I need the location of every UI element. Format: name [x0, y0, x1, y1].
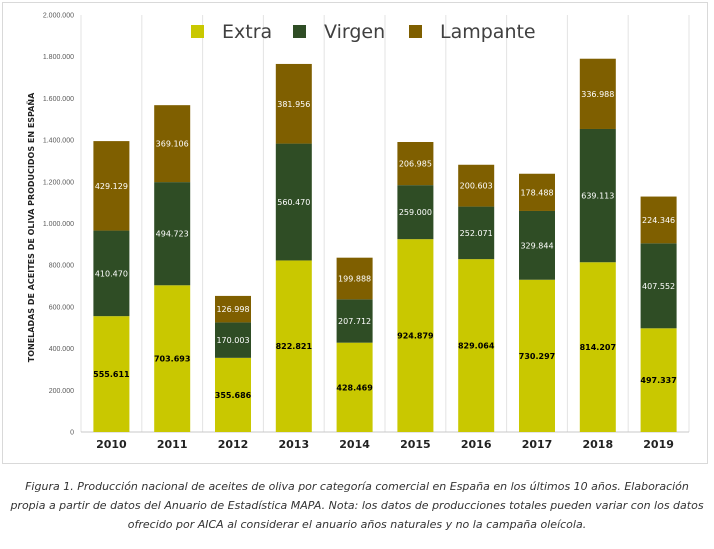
bar-lampante-2011: [154, 105, 191, 183]
figure-caption: Figura 1. Producción nacional de aceites…: [10, 480, 704, 531]
data-label: 829.064: [458, 342, 495, 351]
bar-lampante-2018: [579, 58, 616, 129]
data-label: 200.603: [460, 182, 493, 191]
bar-lampante-2016: [458, 164, 495, 207]
data-label: 560.470: [277, 198, 310, 207]
data-label: 639.113: [581, 192, 614, 201]
legend-swatch-extra: [191, 25, 204, 38]
data-label: 822.821: [276, 342, 313, 351]
bar-virgen-2011: [154, 182, 191, 286]
data-label: 407.552: [642, 282, 675, 291]
y-tick-label: 0: [70, 430, 74, 437]
y-tick-label: 600.000: [49, 304, 74, 311]
bar-extra-2010: [93, 316, 130, 432]
data-label: 355.686: [215, 391, 252, 400]
data-label: 428.469: [336, 383, 373, 392]
data-label: 494.723: [156, 230, 189, 239]
data-label: 814.207: [580, 343, 616, 352]
data-label: 224.346: [642, 216, 675, 225]
data-label: 252.071: [460, 229, 493, 238]
bar-extra-2011: [154, 285, 191, 432]
data-label: 381.956: [277, 100, 310, 109]
bar-extra-2016: [458, 259, 495, 432]
bar-lampante-2014: [336, 257, 373, 300]
bar-extra-2013: [275, 260, 312, 432]
bar-virgen-2010: [93, 230, 130, 317]
data-label: 126.998: [216, 305, 249, 314]
data-label: 410.470: [95, 269, 128, 278]
chart-frame: 0 200.000 400.000 600.000 800.000 1.000.000 1.…: [2, 2, 708, 464]
bar-virgen-2017: [519, 210, 555, 280]
data-label: 429.129: [95, 182, 128, 191]
legend: Extra Virgen Lampante: [191, 21, 536, 43]
data-label: 178.488: [520, 188, 553, 197]
y-tick-label: 1.400.000: [43, 138, 74, 145]
bar-lampante-2019: [640, 196, 677, 244]
data-label: 730.297: [519, 352, 555, 361]
y-tick-label: 200.000: [49, 388, 74, 395]
y-tick-label: 1.800.000: [43, 54, 74, 61]
bar-lampante-2012: [215, 295, 251, 323]
legend-label-lampante: Lampante: [440, 21, 536, 43]
y-tick-label: 1.600.000: [43, 96, 74, 103]
bar-lampante-2013: [275, 63, 312, 144]
bar-extra-2014: [336, 342, 373, 432]
data-label: 555.611: [93, 370, 130, 379]
data-label: 329.844: [520, 241, 553, 250]
bar-virgen-2015: [397, 185, 434, 240]
x-tick-label: 2010: [96, 438, 127, 451]
x-axis-labels: 2010 2011 2012 2013 2014 2015 2016 2017 2018 2019: [96, 438, 674, 451]
x-tick-label: 2015: [400, 438, 431, 451]
data-label: 199.888: [338, 275, 371, 284]
y-axis-title: TONELADAS DE ACEITES DE OLIVA PRODUCIDOS…: [26, 92, 36, 362]
data-label: 497.337: [640, 376, 676, 385]
data-label: 259.000: [399, 208, 432, 217]
bars-layer: [93, 58, 677, 432]
x-tick-label: 2018: [582, 438, 613, 451]
bar-virgen-2012: [215, 322, 251, 358]
bar-extra-2018: [579, 262, 616, 432]
legend-label-extra: Extra: [222, 21, 272, 43]
data-label: 369.106: [156, 140, 189, 149]
bar-extra-2017: [519, 279, 555, 432]
y-tick-label: 800.000: [49, 263, 74, 270]
bar-virgen-2013: [275, 143, 312, 261]
x-tick-label: 2012: [218, 438, 249, 451]
data-label: 336.988: [581, 90, 614, 99]
grid-layer: [80, 15, 690, 432]
y-tick-label: 400.000: [49, 346, 74, 353]
bar-lampante-2015: [397, 142, 434, 186]
bar-virgen-2019: [640, 243, 677, 329]
x-tick-label: 2013: [278, 438, 309, 451]
data-label: 703.693: [154, 355, 190, 364]
data-label: 207.712: [338, 317, 371, 326]
data-labels-layer: 555.611 410.470 429.129 703.693 494.723 369.1…: [93, 90, 677, 400]
legend-label-virgen: Virgen: [324, 21, 385, 43]
x-tick-label: 2017: [522, 438, 553, 451]
data-label: 924.879: [397, 332, 434, 341]
stacked-bar-chart: 0 200.000 400.000 600.000 800.000 1.000.000 1.…: [26, 13, 690, 451]
bar-virgen-2018: [579, 128, 616, 263]
bar-extra-2019: [640, 328, 677, 432]
data-label: 206.985: [399, 160, 432, 169]
bar-virgen-2014: [336, 299, 373, 343]
y-tick-label: 1.000.000: [43, 221, 74, 228]
x-tick-label: 2016: [461, 438, 492, 451]
bar-virgen-2016: [458, 206, 495, 260]
bar-extra-2015: [397, 239, 434, 432]
y-tick-label: 2.000.000: [43, 13, 74, 20]
x-tick-label: 2011: [157, 438, 188, 451]
y-tick-label: 1.200.000: [43, 179, 74, 186]
bar-extra-2012: [215, 357, 251, 432]
bar-lampante-2010: [93, 141, 130, 231]
bar-lampante-2017: [519, 173, 555, 211]
data-label: 170.003: [216, 336, 249, 345]
legend-swatch-virgen: [293, 25, 306, 38]
legend-swatch-lampante: [409, 25, 422, 38]
x-tick-label: 2019: [643, 438, 674, 451]
x-tick-label: 2014: [339, 438, 370, 451]
